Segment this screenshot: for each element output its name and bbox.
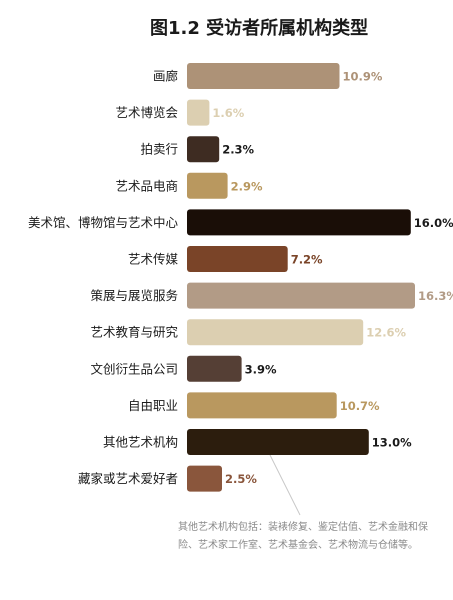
value-label: 3.9% — [245, 362, 277, 376]
value-label: 12.6% — [366, 326, 406, 340]
bar — [187, 282, 415, 309]
chart-title: 图1.2 受访者所属机构类型 — [150, 18, 369, 39]
bar — [187, 465, 222, 492]
bar — [187, 99, 210, 126]
chart-bars: 画廊 10.9% 艺术博览会 1.6% 拍卖行 2.3% 艺术品电商 2.9% 美术馆、博物馆与… — [28, 63, 453, 492]
value-label: 16.0% — [414, 216, 453, 230]
category-label: 艺术博览会 — [115, 105, 178, 120]
value-label: 2.5% — [225, 472, 257, 486]
annotation-leader-line — [269, 454, 301, 516]
bar — [187, 136, 220, 163]
category-label: 其他艺术机构 — [103, 435, 178, 450]
category-label: 文创衍生品公司 — [90, 361, 178, 376]
value-label: 2.3% — [222, 143, 254, 157]
value-label: 2.9% — [231, 179, 263, 193]
bar — [187, 355, 242, 382]
category-label: 画廊 — [153, 69, 178, 84]
value-label: 10.7% — [340, 399, 380, 413]
category-label: 美术馆、博物馆与艺术中心 — [28, 215, 179, 230]
category-label: 拍卖行 — [140, 142, 178, 157]
bar — [187, 209, 411, 236]
value-label: 10.9% — [343, 70, 383, 84]
bar — [187, 392, 337, 419]
bar — [187, 319, 364, 346]
category-label: 艺术品电商 — [115, 178, 178, 193]
category-label: 自由职业 — [128, 398, 178, 413]
bar — [187, 246, 288, 272]
category-label: 藏家或艺术爱好者 — [78, 471, 178, 486]
category-label: 艺术传媒 — [128, 252, 179, 267]
footnote: 其他艺术机构包括：装裱修复、鉴定估值、艺术金融和保险、艺术家工作室、艺术基金会、… — [178, 522, 428, 551]
value-label: 7.2% — [291, 253, 323, 267]
category-label: 策展与展览服务 — [90, 288, 178, 303]
category-label: 艺术教育与研究 — [90, 325, 178, 340]
bar — [187, 172, 228, 199]
value-label: 1.6% — [212, 106, 244, 120]
value-label: 13.0% — [372, 436, 412, 450]
value-label: 16.3% — [418, 289, 453, 303]
bar — [187, 63, 340, 89]
bar — [187, 429, 369, 455]
